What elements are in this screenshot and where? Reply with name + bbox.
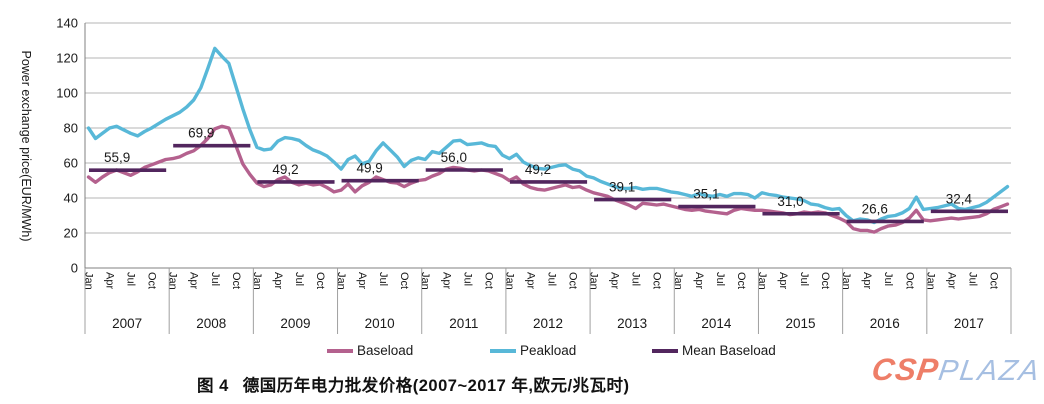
year-label: 2015 [786, 316, 816, 331]
month-tick-label: Jan [924, 272, 936, 290]
month-tick-label: Jul [798, 272, 810, 286]
y-tick-label: 80 [64, 121, 78, 136]
y-tick-label: 20 [64, 226, 78, 241]
month-tick-label: Apr [272, 272, 284, 289]
baseload-line [86, 124, 1010, 234]
mean-value-annotation: 35,1 [693, 187, 719, 202]
y-tick-label: 100 [56, 86, 78, 101]
y-tick-label: 40 [64, 191, 78, 206]
month-tick-label: Oct [482, 272, 494, 289]
month-tick-label: Jul [546, 272, 558, 286]
year-label: 2011 [449, 316, 478, 331]
month-tick-label: Apr [861, 272, 873, 289]
month-tick-label: Jul [209, 272, 221, 286]
month-tick-label: Oct [398, 272, 410, 289]
year-label: 2007 [112, 316, 142, 331]
year-label: 2010 [365, 316, 395, 331]
x-axis-labels: Jan Apr Jul Oct 2007 Jan Apr Jul Oct 2008 Jan Apr Ju… [83, 268, 1012, 334]
month-tick-label: Oct [903, 272, 915, 289]
month-tick-label: Jul [966, 272, 978, 286]
mean-value-annotation: 55,9 [104, 150, 130, 165]
legend-label-peakload: Peakload [520, 343, 577, 358]
y-axis-title: Power exchange price(EUR/MWh) [19, 50, 33, 241]
month-tick-label: Oct [567, 272, 579, 289]
month-tick-label: Oct [819, 272, 831, 289]
month-tick-label: Jul [125, 272, 137, 286]
year-label: 2008 [196, 316, 226, 331]
y-tick-label: 120 [56, 51, 78, 66]
month-tick-label: Jul [630, 272, 642, 286]
figure-number: 图 4 [197, 377, 229, 395]
month-tick-label: Apr [609, 272, 621, 289]
month-tick-label: Jan [503, 272, 515, 290]
month-tick-label: Oct [987, 272, 999, 289]
month-tick-label: Apr [693, 272, 705, 289]
peakload-line-swatch [490, 348, 516, 353]
legend-item-baseload: Baseload [327, 343, 413, 358]
month-tick-label: Jul [293, 272, 305, 286]
month-tick-label: Jan [167, 272, 179, 290]
price-chart: Power exchange price(EUR/MWh) 0 20 40 60 80 1… [19, 16, 1012, 334]
series-lines [86, 46, 1010, 234]
mean-baseload-line-swatch [652, 348, 678, 353]
logo-plaza-text: PLAZA [936, 355, 1043, 387]
mean-value-annotation: 26,6 [862, 201, 888, 216]
month-tick-label: Jul [377, 272, 389, 286]
year-label: 2012 [533, 316, 563, 331]
csp-plaza-logo: CSPPLAZA [869, 352, 1043, 388]
y-tick-labels: 0 20 40 60 80 100 120 140 [56, 16, 78, 276]
month-tick-label: Jan [756, 272, 768, 290]
year-label: 2009 [280, 316, 310, 331]
month-tick-label: Apr [440, 272, 452, 289]
legend-label-baseload: Baseload [357, 343, 414, 358]
legend: Baseload Peakload Mean Baseload [0, 343, 1044, 361]
baseload-line-swatch [327, 348, 353, 353]
mean-value-annotation: 31,0 [777, 194, 803, 209]
month-tick-label: Apr [104, 272, 116, 289]
legend-item-mean-baseload: Mean Baseload [652, 343, 776, 358]
month-tick-label: Jan [335, 272, 347, 290]
month-tick-label: Apr [945, 272, 957, 289]
month-tick-label: Jan [83, 272, 95, 290]
y-tick-label: 0 [71, 261, 78, 276]
logo-csp-text: CSP [869, 352, 942, 387]
mean-value-annotation: 32,4 [946, 191, 973, 206]
mean-value-annotation: 49,2 [272, 162, 298, 177]
mean-value-annotation: 49,9 [356, 161, 382, 176]
month-tick-label: Oct [735, 272, 747, 289]
month-tick-label: Jul [882, 272, 894, 286]
mean-value-annotation: 49,2 [525, 162, 551, 177]
month-tick-label: Jan [588, 272, 600, 290]
month-tick-label: Jan [419, 272, 431, 290]
month-tick-label: Jul [461, 272, 473, 286]
month-tick-label: Oct [314, 272, 326, 289]
mean-value-annotation: 69,9 [188, 126, 214, 141]
mean-annotations: 55,9 69,9 49,2 49,9 56,0 49,2 39,1 35,1 31,0 26,6… [104, 126, 973, 217]
mean-value-annotation: 56,0 [441, 150, 467, 165]
peakload-line [86, 46, 1010, 225]
month-tick-label: Oct [230, 272, 242, 289]
month-tick-label: Jul [714, 272, 726, 286]
month-tick-label: Apr [188, 272, 200, 289]
month-tick-label: Oct [651, 272, 663, 289]
legend-label-mean-baseload: Mean Baseload [682, 343, 776, 358]
figure-caption: 图 4 德国历年电力批发价格(2007~2017 年,欧元/兆瓦时) [197, 372, 630, 396]
figure-title: 德国历年电力批发价格(2007~2017 年,欧元/兆瓦时) [242, 377, 630, 395]
y-tick-label: 60 [64, 156, 78, 171]
month-tick-label: Apr [356, 272, 368, 289]
month-tick-label: Apr [777, 272, 789, 289]
year-label: 2013 [617, 316, 647, 331]
month-tick-label: Jan [840, 272, 852, 290]
year-label: 2016 [870, 316, 900, 331]
month-tick-label: Oct [146, 272, 158, 289]
y-tick-label: 140 [56, 16, 78, 31]
month-tick-label: Jan [672, 272, 684, 290]
year-label: 2017 [954, 316, 984, 331]
mean-value-annotation: 39,1 [609, 180, 635, 195]
month-tick-label: Apr [524, 272, 536, 289]
year-label: 2014 [701, 316, 732, 331]
month-tick-label: Jan [251, 272, 263, 290]
legend-item-peakload: Peakload [490, 343, 576, 358]
